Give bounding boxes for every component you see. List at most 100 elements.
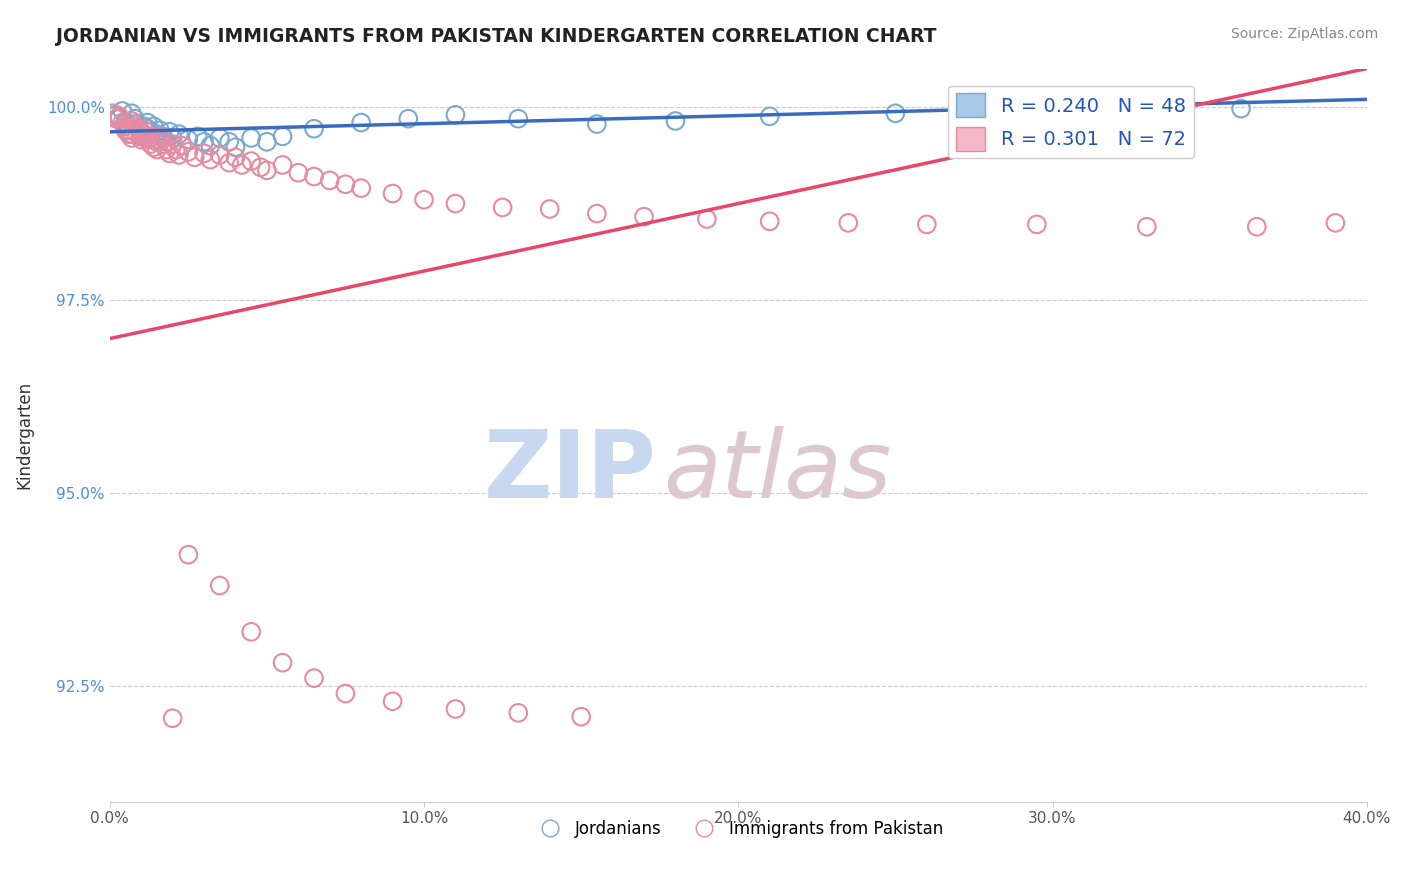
Point bbox=[167, 127, 190, 141]
Point bbox=[108, 112, 131, 126]
Point bbox=[240, 624, 263, 639]
Point bbox=[231, 158, 253, 172]
Point bbox=[136, 129, 159, 144]
Point bbox=[105, 112, 128, 126]
Point bbox=[139, 137, 162, 152]
Point bbox=[124, 112, 146, 126]
Point bbox=[381, 186, 404, 201]
Point bbox=[136, 115, 159, 129]
Point bbox=[149, 123, 172, 137]
Point bbox=[142, 140, 165, 154]
Point bbox=[538, 202, 561, 216]
Point bbox=[508, 112, 530, 126]
Point bbox=[162, 711, 184, 725]
Point bbox=[142, 120, 165, 134]
Point bbox=[335, 687, 357, 701]
Point bbox=[758, 214, 780, 228]
Point bbox=[218, 135, 240, 149]
Point bbox=[167, 148, 190, 162]
Point bbox=[413, 193, 436, 207]
Point bbox=[183, 150, 205, 164]
Point bbox=[187, 129, 209, 144]
Point bbox=[114, 123, 136, 137]
Point bbox=[146, 135, 169, 149]
Point bbox=[193, 146, 215, 161]
Point bbox=[444, 702, 467, 716]
Point bbox=[117, 127, 139, 141]
Point bbox=[193, 135, 215, 149]
Legend: Jordanians, Immigrants from Pakistan: Jordanians, Immigrants from Pakistan bbox=[527, 814, 949, 845]
Point bbox=[159, 146, 181, 161]
Point bbox=[136, 121, 159, 136]
Point bbox=[117, 123, 139, 137]
Point bbox=[444, 108, 467, 122]
Point bbox=[208, 148, 231, 162]
Point bbox=[837, 216, 859, 230]
Point bbox=[134, 123, 156, 137]
Point bbox=[586, 117, 609, 131]
Point bbox=[915, 218, 938, 232]
Point bbox=[508, 706, 530, 720]
Point bbox=[105, 108, 128, 122]
Point bbox=[256, 135, 278, 149]
Point bbox=[696, 212, 718, 227]
Point bbox=[127, 121, 149, 136]
Point bbox=[200, 153, 222, 167]
Point bbox=[1025, 218, 1047, 232]
Point bbox=[381, 694, 404, 708]
Point bbox=[208, 578, 231, 592]
Point bbox=[129, 132, 152, 146]
Point bbox=[177, 145, 200, 159]
Point bbox=[111, 103, 134, 118]
Point bbox=[240, 131, 263, 145]
Point bbox=[256, 163, 278, 178]
Point bbox=[1136, 219, 1159, 234]
Point bbox=[162, 131, 184, 145]
Point bbox=[129, 125, 152, 139]
Text: JORDANIAN VS IMMIGRANTS FROM PAKISTAN KINDERGARTEN CORRELATION CHART: JORDANIAN VS IMMIGRANTS FROM PAKISTAN KI… bbox=[56, 27, 936, 45]
Point bbox=[491, 201, 513, 215]
Point bbox=[136, 132, 159, 146]
Point bbox=[146, 127, 169, 141]
Point bbox=[884, 106, 907, 120]
Point bbox=[302, 169, 325, 184]
Point bbox=[664, 114, 686, 128]
Point bbox=[114, 120, 136, 134]
Point bbox=[111, 115, 134, 129]
Point bbox=[134, 120, 156, 134]
Point bbox=[287, 166, 309, 180]
Text: ZIP: ZIP bbox=[484, 425, 657, 517]
Point bbox=[633, 210, 655, 224]
Point bbox=[152, 129, 174, 144]
Point bbox=[302, 671, 325, 685]
Point bbox=[124, 125, 146, 139]
Point bbox=[1230, 102, 1253, 116]
Point bbox=[249, 161, 271, 175]
Point bbox=[218, 155, 240, 169]
Point bbox=[127, 121, 149, 136]
Y-axis label: Kindergarten: Kindergarten bbox=[15, 381, 32, 489]
Point bbox=[177, 132, 200, 146]
Point bbox=[146, 132, 169, 146]
Point bbox=[1246, 219, 1268, 234]
Point bbox=[108, 109, 131, 123]
Point bbox=[121, 114, 143, 128]
Point bbox=[319, 173, 342, 187]
Point bbox=[271, 656, 294, 670]
Point bbox=[569, 709, 592, 723]
Point bbox=[177, 548, 200, 562]
Point bbox=[1042, 103, 1064, 118]
Point bbox=[200, 138, 222, 153]
Point bbox=[124, 120, 146, 134]
Point bbox=[396, 112, 419, 126]
Point bbox=[114, 115, 136, 129]
Point bbox=[114, 120, 136, 134]
Text: Source: ZipAtlas.com: Source: ZipAtlas.com bbox=[1230, 27, 1378, 41]
Point bbox=[302, 121, 325, 136]
Point bbox=[444, 196, 467, 211]
Point bbox=[224, 140, 246, 154]
Point bbox=[139, 131, 162, 145]
Point bbox=[586, 206, 609, 220]
Point bbox=[121, 131, 143, 145]
Point bbox=[124, 117, 146, 131]
